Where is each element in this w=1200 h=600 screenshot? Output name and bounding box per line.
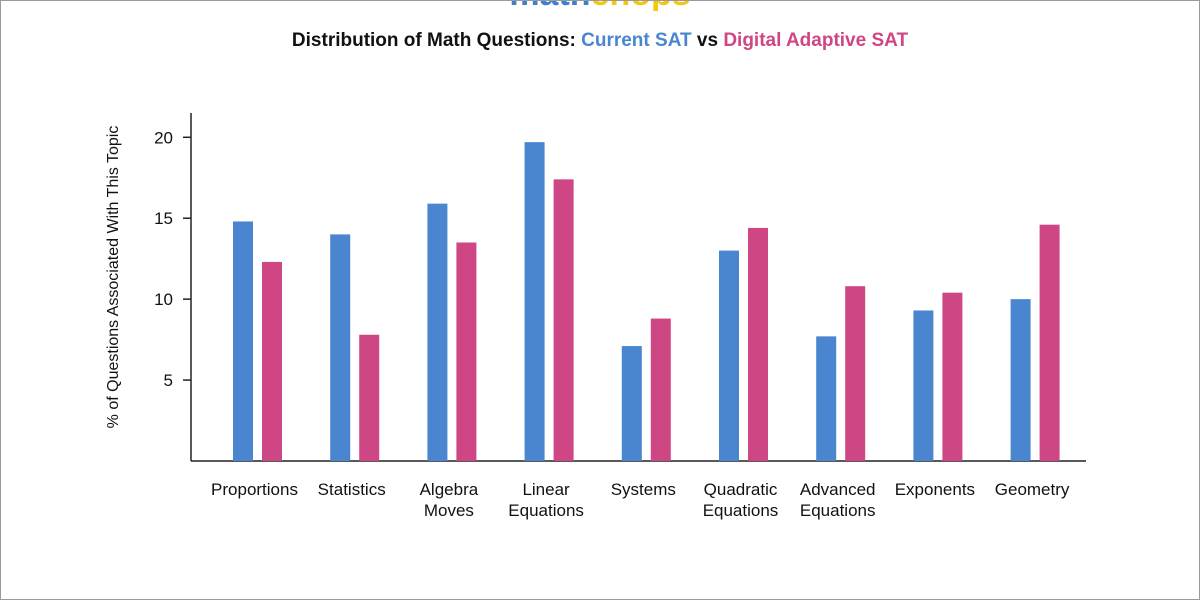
title-series-current: Current SAT	[581, 30, 692, 51]
y-axis-label: % of Questions Associated With This Topi…	[105, 126, 122, 429]
bar-current-0	[233, 221, 253, 461]
title-prefix: Distribution of Math Questions:	[291, 30, 582, 51]
bar-digital-7	[942, 292, 963, 461]
category-label-3-line-0: Linear	[522, 480, 570, 499]
bar-digital-4	[650, 318, 671, 461]
bar-current-1	[330, 234, 351, 461]
chart-title: Distribution of Math Questions: Current …	[1, 29, 1199, 53]
bar-digital-0	[262, 261, 282, 461]
bar-current-7	[913, 310, 934, 461]
bar-current-5	[719, 250, 739, 461]
bar-current-4	[621, 346, 642, 461]
category-label-5-line-1: Equations	[703, 501, 779, 520]
mathchops-logo: mathchops	[1, 1, 1199, 11]
bar-current-2	[427, 203, 448, 462]
y-tick-label-10: 10	[154, 290, 173, 309]
category-label-7-line-0: Exponents	[895, 480, 975, 499]
bar-digital-5	[748, 227, 768, 461]
bar-digital-6	[845, 286, 866, 461]
category-label-5-line-0: Quadratic	[704, 480, 778, 499]
category-label-8-line-0: Geometry	[995, 480, 1070, 499]
bar-digital-2	[456, 242, 477, 461]
category-label-2-line-1: Moves	[424, 501, 474, 520]
category-label-2-line-0: Algebra	[420, 480, 479, 499]
logo-part-math: math	[509, 1, 590, 11]
logo-part-chops: chops	[591, 1, 691, 11]
title-series-digital: Digital Adaptive SAT	[723, 30, 909, 51]
bar-current-8	[1010, 299, 1031, 461]
y-tick-label-5: 5	[164, 371, 173, 390]
logo-clip: mathchops	[1, 1, 1199, 11]
bar-digital-3	[553, 179, 574, 461]
category-label-0-line-0: Proportions	[211, 480, 298, 499]
category-label-6-line-1: Equations	[800, 501, 876, 520]
category-label-6-line-0: Advanced	[800, 480, 876, 499]
category-label-3-line-1: Equations	[508, 501, 584, 520]
bar-digital-8	[1039, 224, 1060, 461]
y-tick-label-20: 20	[154, 128, 173, 147]
category-label-4-line-0: Systems	[611, 480, 676, 499]
category-label-1-line-0: Statistics	[318, 480, 386, 499]
y-tick-label-15: 15	[154, 209, 173, 228]
bar-digital-1	[359, 334, 380, 461]
title-middle: vs	[691, 30, 724, 51]
bar-current-6	[816, 336, 837, 461]
bar-current-3	[524, 142, 545, 461]
